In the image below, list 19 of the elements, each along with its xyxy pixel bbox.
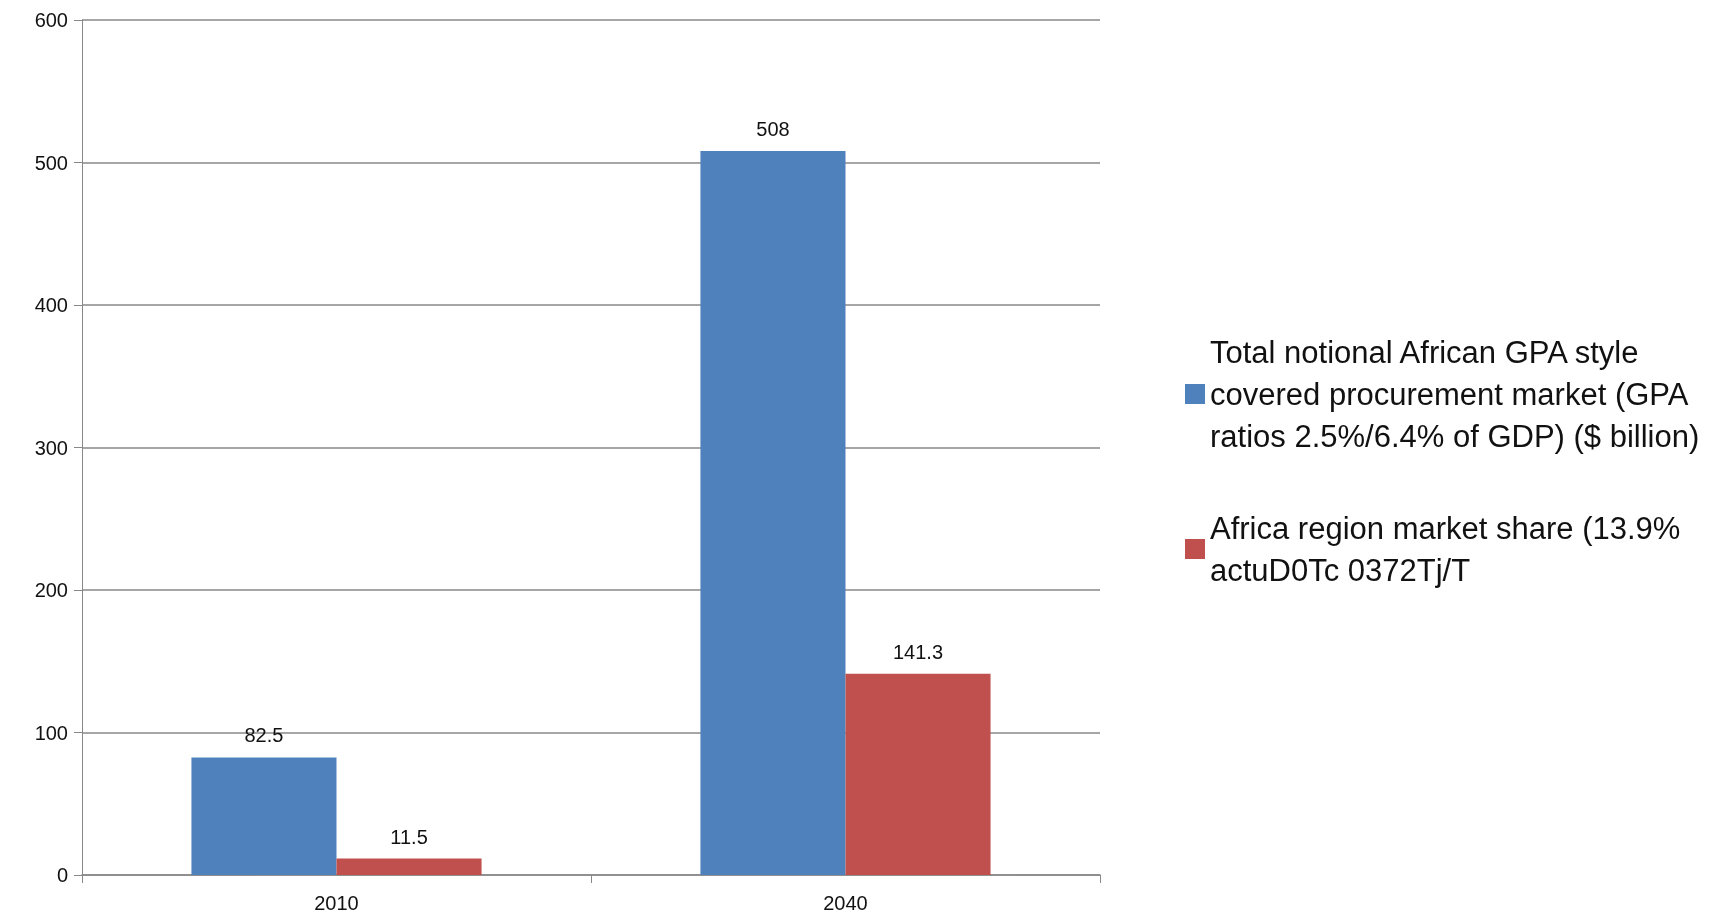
y-tick-label: 200 xyxy=(34,579,68,601)
y-tick-label: 0 xyxy=(56,864,68,886)
y-tick-label: 400 xyxy=(34,294,68,316)
y-tick-label: 600 xyxy=(34,9,68,31)
data-label: 141.3 xyxy=(893,640,944,663)
bar xyxy=(700,151,846,875)
x-tick-label: 2040 xyxy=(823,892,868,914)
legend-label: Total notional African GPA style covered procurement market (GPA ratios 2.5%/6.4% of GDP) ($ billion) xyxy=(1210,334,1700,454)
y-tick-label: 500 xyxy=(34,151,68,174)
data-label: 82.5 xyxy=(244,724,284,747)
legend-label: Africa region market share (13.9% actuD0Tc 0372Tj/T xyxy=(1210,510,1689,588)
y-tick-label: 300 xyxy=(34,436,68,459)
data-label: 11.5 xyxy=(390,825,428,848)
data-label: 508 xyxy=(756,118,790,141)
bar xyxy=(845,673,991,875)
x-tick-label: 2010 xyxy=(314,892,359,914)
bar xyxy=(191,757,337,875)
bar xyxy=(336,858,482,875)
y-tick-label: 100 xyxy=(34,721,68,744)
